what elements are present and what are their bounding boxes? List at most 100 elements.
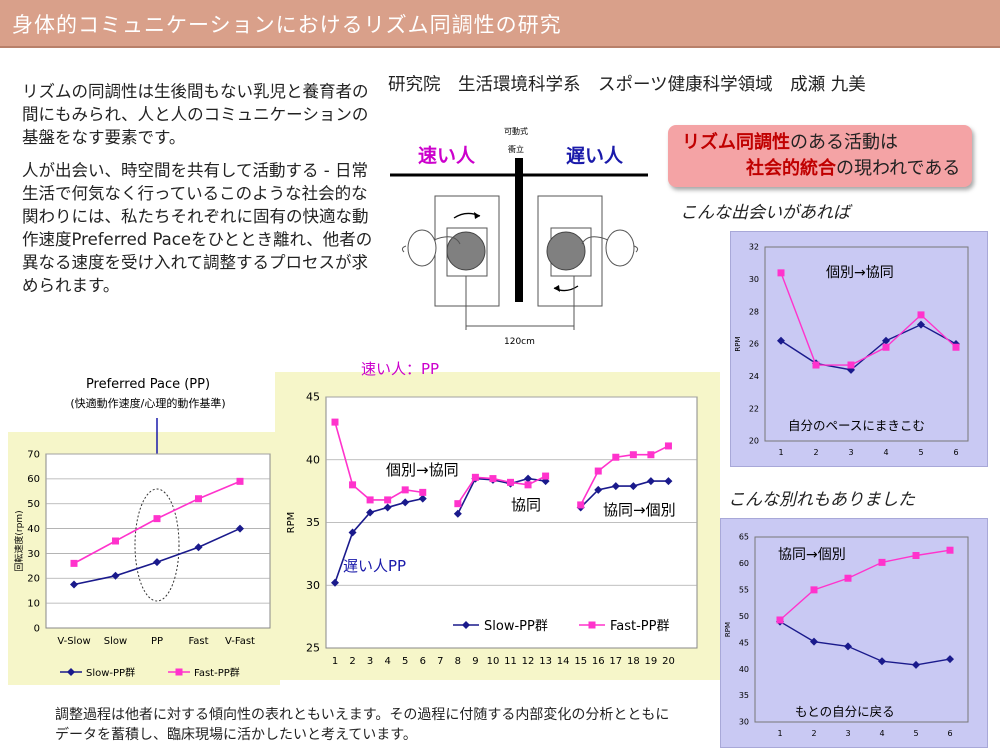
x-tick-label: 5 bbox=[913, 729, 918, 738]
pp-highlight-ellipse bbox=[134, 488, 180, 602]
diagram-svg: 速い人 遅い人 可動式 衝立 120cm bbox=[390, 126, 648, 347]
data-point bbox=[810, 637, 818, 646]
x-tick-label: 4 bbox=[883, 448, 888, 457]
series-line bbox=[779, 549, 951, 621]
x-tick-label: 1 bbox=[777, 729, 782, 738]
data-point bbox=[882, 343, 890, 351]
callout-emph-1: リズム同調性 bbox=[682, 132, 790, 153]
y-tick-label: 20 bbox=[27, 574, 40, 585]
slow-person-label: 遅い人 bbox=[566, 145, 624, 167]
data-point bbox=[542, 472, 550, 480]
x-tick-label: 3 bbox=[848, 448, 853, 457]
data-point bbox=[195, 495, 202, 503]
y-tick-label: 55 bbox=[739, 586, 749, 595]
x-tick-label: 3 bbox=[845, 729, 850, 738]
data-point bbox=[383, 503, 392, 512]
distance-label: 120cm bbox=[504, 337, 535, 347]
right-person-arm bbox=[581, 236, 639, 253]
data-point bbox=[952, 343, 960, 351]
data-point bbox=[912, 660, 920, 669]
data-point bbox=[236, 524, 244, 533]
data-point bbox=[418, 494, 427, 503]
data-point bbox=[111, 571, 120, 580]
x-tick-label: 9 bbox=[472, 656, 478, 667]
plot-area bbox=[754, 536, 969, 723]
y-tick-label: 28 bbox=[749, 307, 759, 316]
data-point bbox=[112, 537, 119, 545]
data-point bbox=[912, 552, 920, 559]
y-tick-label: 10 bbox=[27, 598, 40, 609]
data-point bbox=[594, 485, 603, 494]
data-point bbox=[489, 475, 497, 483]
partition-label-2: 衝立 bbox=[508, 144, 524, 154]
page-title: 身体的コミュニケーションにおけるリズム同調性の研究 bbox=[12, 13, 562, 37]
data-point bbox=[331, 418, 339, 426]
y-tick-label: 0 bbox=[34, 623, 40, 634]
annotation-coop: 協同 bbox=[511, 496, 541, 514]
callout-line-1: リズム同調性のある活動は bbox=[682, 130, 898, 155]
x-tick-label: 4 bbox=[384, 656, 390, 667]
data-point bbox=[594, 467, 602, 475]
x-tick-label: Fast bbox=[188, 636, 208, 647]
legend-label-slow: Slow-PP群 bbox=[86, 666, 135, 679]
plot-area bbox=[764, 246, 969, 442]
data-point bbox=[612, 453, 620, 461]
data-point bbox=[664, 442, 672, 450]
data-point bbox=[153, 515, 161, 523]
note-part: こんな別れもありました bbox=[728, 490, 915, 510]
y-tick-label: 40 bbox=[27, 524, 40, 535]
x-tick-label: 7 bbox=[437, 656, 443, 667]
pp-title: Preferred Pace (PP) bbox=[86, 377, 210, 392]
data-point bbox=[577, 501, 585, 509]
x-tick-label: 19 bbox=[645, 656, 658, 667]
data-point bbox=[419, 488, 427, 496]
x-tick-label: 2 bbox=[813, 448, 818, 457]
x-tick-label: 8 bbox=[455, 656, 461, 667]
x-tick-label: 18 bbox=[627, 656, 640, 667]
y-tick-label: 30 bbox=[27, 549, 40, 560]
plot-area bbox=[45, 453, 271, 629]
right-disc bbox=[546, 231, 586, 271]
pp-subtitle: (快適動作速度/心理的動作基準) bbox=[70, 396, 225, 410]
y-tick-label: 60 bbox=[27, 474, 40, 485]
y-tick-label: 40 bbox=[306, 453, 320, 466]
data-point bbox=[776, 616, 784, 624]
legend-box bbox=[445, 612, 685, 638]
y-tick-label: 25 bbox=[306, 642, 320, 655]
y-tick-label: 30 bbox=[306, 579, 320, 592]
y-tick-label: 24 bbox=[749, 372, 759, 381]
series-line bbox=[780, 272, 957, 366]
x-tick-label: V-Fast bbox=[225, 636, 255, 647]
data-point bbox=[349, 481, 357, 489]
data-point bbox=[70, 580, 78, 589]
data-point bbox=[844, 642, 852, 651]
annotation-part-1: 協同→個別 bbox=[778, 547, 846, 563]
x-tick-label: 6 bbox=[947, 729, 952, 738]
y-tick-label: 50 bbox=[739, 612, 749, 621]
data-point bbox=[629, 482, 638, 491]
x-tick-label: 17 bbox=[609, 656, 622, 667]
data-point bbox=[401, 486, 409, 494]
x-tick-label: 14 bbox=[557, 656, 570, 667]
annotation-slow-pp: 遅い人PP bbox=[343, 557, 406, 575]
y-tick-label: 45 bbox=[739, 638, 749, 647]
x-tick-label: 6 bbox=[420, 656, 426, 667]
series-line bbox=[779, 620, 951, 666]
data-point bbox=[844, 574, 852, 582]
data-point bbox=[878, 657, 886, 666]
data-point bbox=[366, 508, 375, 517]
y-tick-label: 40 bbox=[739, 665, 749, 674]
data-point bbox=[524, 481, 532, 489]
x-tick-label: 2 bbox=[811, 729, 816, 738]
partition-bar bbox=[515, 158, 523, 302]
chart-pp: Preferred Pace (PP) (快適動作速度/心理的動作基準) 0 10 20… bbox=[13, 377, 271, 679]
data-point bbox=[453, 509, 462, 518]
data-point bbox=[331, 578, 339, 587]
x-tick-label: 16 bbox=[592, 656, 605, 667]
data-point bbox=[629, 451, 637, 459]
y-tick-label: 70 bbox=[27, 449, 40, 460]
data-point bbox=[401, 498, 410, 507]
x-tick-label: 12 bbox=[522, 656, 535, 667]
